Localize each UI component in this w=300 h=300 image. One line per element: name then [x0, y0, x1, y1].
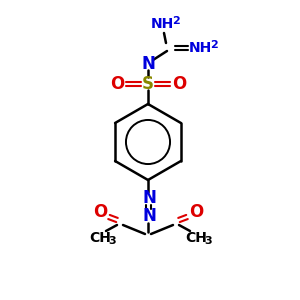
Text: 2: 2: [210, 40, 218, 50]
Text: O: O: [93, 203, 107, 221]
Text: 3: 3: [204, 236, 212, 246]
Text: N: N: [142, 189, 156, 207]
Text: O: O: [172, 75, 186, 93]
Text: CH: CH: [185, 231, 207, 245]
Text: 3: 3: [108, 236, 116, 246]
Text: NH: NH: [150, 17, 174, 31]
Text: N: N: [142, 207, 156, 225]
Text: O: O: [189, 203, 203, 221]
Text: CH: CH: [89, 231, 111, 245]
Text: S: S: [142, 75, 154, 93]
Text: N: N: [141, 55, 155, 73]
Text: 2: 2: [172, 16, 180, 26]
Text: O: O: [110, 75, 124, 93]
Text: NH: NH: [188, 41, 212, 55]
